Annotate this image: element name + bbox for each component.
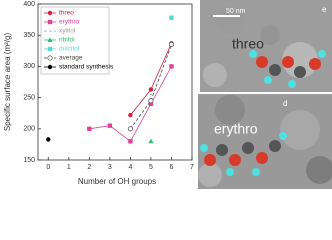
point (150, 93, 152, 96)
point (128, 139, 133, 144)
figure: 50 nm e threo d erythro Number of OH gro… (3, 0, 332, 189)
point (46, 137, 51, 142)
legend-label: threo (59, 10, 74, 17)
image-label: erythro (214, 121, 258, 137)
image-label: threo (232, 36, 264, 52)
x-axis-title: Number of OH groups (78, 177, 156, 186)
y-axis-title: Specific surface area (m²/g) (3, 33, 12, 132)
x-tick-label: 6 (170, 164, 174, 171)
legend-marker (47, 19, 53, 25)
point (107, 123, 113, 128)
y-tick-label: 250 (23, 94, 35, 101)
x-tick-label: 1 (67, 164, 71, 171)
point (168, 42, 175, 48)
y-tick-label: 200 (23, 126, 35, 133)
point (87, 126, 92, 131)
y-tick-label: 150 (23, 157, 35, 164)
y-tick-label: 400 (23, 1, 35, 8)
panel-label: d (283, 99, 287, 108)
legend-marker (47, 37, 53, 42)
scale-label: 50 nm (226, 8, 246, 15)
point (148, 87, 154, 92)
point (148, 98, 154, 104)
point (169, 15, 174, 20)
legend-label: ribitol (59, 37, 75, 44)
legend-label: average (59, 55, 83, 62)
x-tick-label: 5 (149, 164, 153, 171)
micrograph-top (200, 0, 332, 92)
y-tick-label: 300 (23, 63, 35, 70)
legend-label: erythro (59, 19, 80, 26)
legend-marker (47, 10, 53, 16)
micrograph-bottom (198, 94, 332, 189)
point (127, 126, 133, 132)
plot-frame (37, 3, 193, 161)
y-tick-label: 350 (23, 32, 35, 39)
point (169, 64, 174, 69)
x-tick-label: 7 (190, 164, 194, 171)
legend-marker (47, 55, 53, 61)
x-tick-label: 2 (87, 164, 91, 171)
legend-marker (47, 64, 53, 70)
panel-label: e (322, 5, 327, 14)
x-tick-label: 3 (108, 164, 112, 171)
point (148, 101, 154, 107)
x-tick-label: 0 (46, 164, 50, 171)
legend-box (40, 6, 110, 75)
point (148, 138, 154, 144)
legend-marker (47, 46, 53, 52)
series-line (130, 44, 172, 130)
legend-label: xylitol (59, 28, 76, 35)
legend-label: standard synthesis (59, 64, 114, 71)
x-tick-label: 4 (128, 164, 132, 171)
point (128, 112, 133, 118)
legend-label: dulcitol (59, 46, 80, 53)
